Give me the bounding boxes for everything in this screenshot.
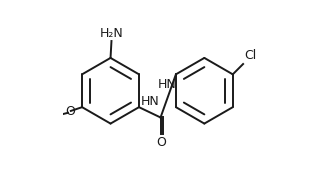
Text: O: O	[65, 105, 75, 118]
Text: HN: HN	[141, 95, 160, 108]
Text: H₂N: H₂N	[100, 26, 123, 40]
Text: HN: HN	[158, 78, 177, 91]
Text: Cl: Cl	[244, 49, 256, 62]
Text: O: O	[157, 136, 167, 149]
